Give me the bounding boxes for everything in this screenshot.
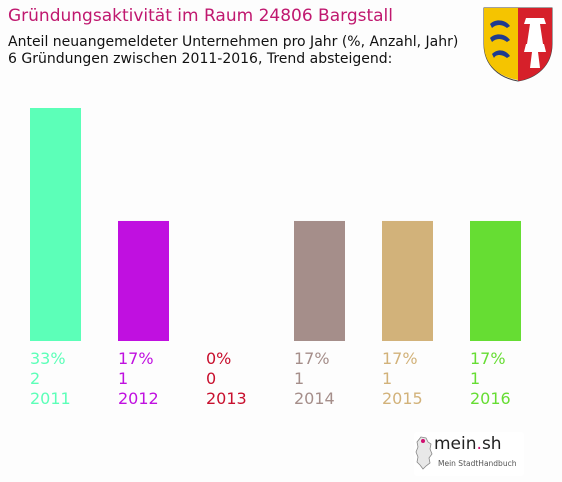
schleswig-holstein-crest-icon <box>483 7 553 82</box>
percent-label-2013: 0% <box>206 349 231 368</box>
bar-2015 <box>382 220 433 341</box>
year-label-2016: 2016 <box>470 389 511 408</box>
count-label-2016: 1 <box>470 369 480 388</box>
bar-2016 <box>470 220 521 341</box>
year-label-2012: 2012 <box>118 389 159 408</box>
percent-label-2016: 17% <box>470 349 506 368</box>
percent-label-2012: 17% <box>118 349 154 368</box>
logo-name-dot: . <box>476 434 482 454</box>
germany-map-icon <box>415 436 433 470</box>
logo-wordmark: mein.sh <box>434 434 502 454</box>
logo-name-part1: mein <box>434 434 477 454</box>
count-label-2013: 0 <box>206 369 216 388</box>
bar-2014 <box>294 220 345 341</box>
chart-title: Gründungsaktivität im Raum 24806 Bargsta… <box>8 6 393 26</box>
bar-2012 <box>118 220 169 341</box>
year-label-2011: 2011 <box>30 389 71 408</box>
chart-subtitle: Anteil neuangemeldeter Unternehmen pro J… <box>8 34 458 68</box>
count-label-2015: 1 <box>382 369 392 388</box>
year-label-2014: 2014 <box>294 389 335 408</box>
count-label-2014: 1 <box>294 369 304 388</box>
mein-sh-logo[interactable]: mein.sh Mein StadtHandbuch <box>414 432 524 476</box>
percent-label-2015: 17% <box>382 349 418 368</box>
bar-2011 <box>30 108 81 341</box>
subtitle-line-2: 6 Gründungen zwischen 2011-2016, Trend a… <box>8 51 393 67</box>
subtitle-line-1: Anteil neuangemeldeter Unternehmen pro J… <box>8 34 459 50</box>
count-label-2012: 1 <box>118 369 128 388</box>
year-label-2015: 2015 <box>382 389 423 408</box>
percent-label-2014: 17% <box>294 349 330 368</box>
logo-name-part2: sh <box>481 434 502 454</box>
logo-tagline: Mein StadtHandbuch <box>438 459 517 468</box>
year-label-2013: 2013 <box>206 389 247 408</box>
count-label-2011: 2 <box>30 369 40 388</box>
percent-label-2011: 33% <box>30 349 66 368</box>
